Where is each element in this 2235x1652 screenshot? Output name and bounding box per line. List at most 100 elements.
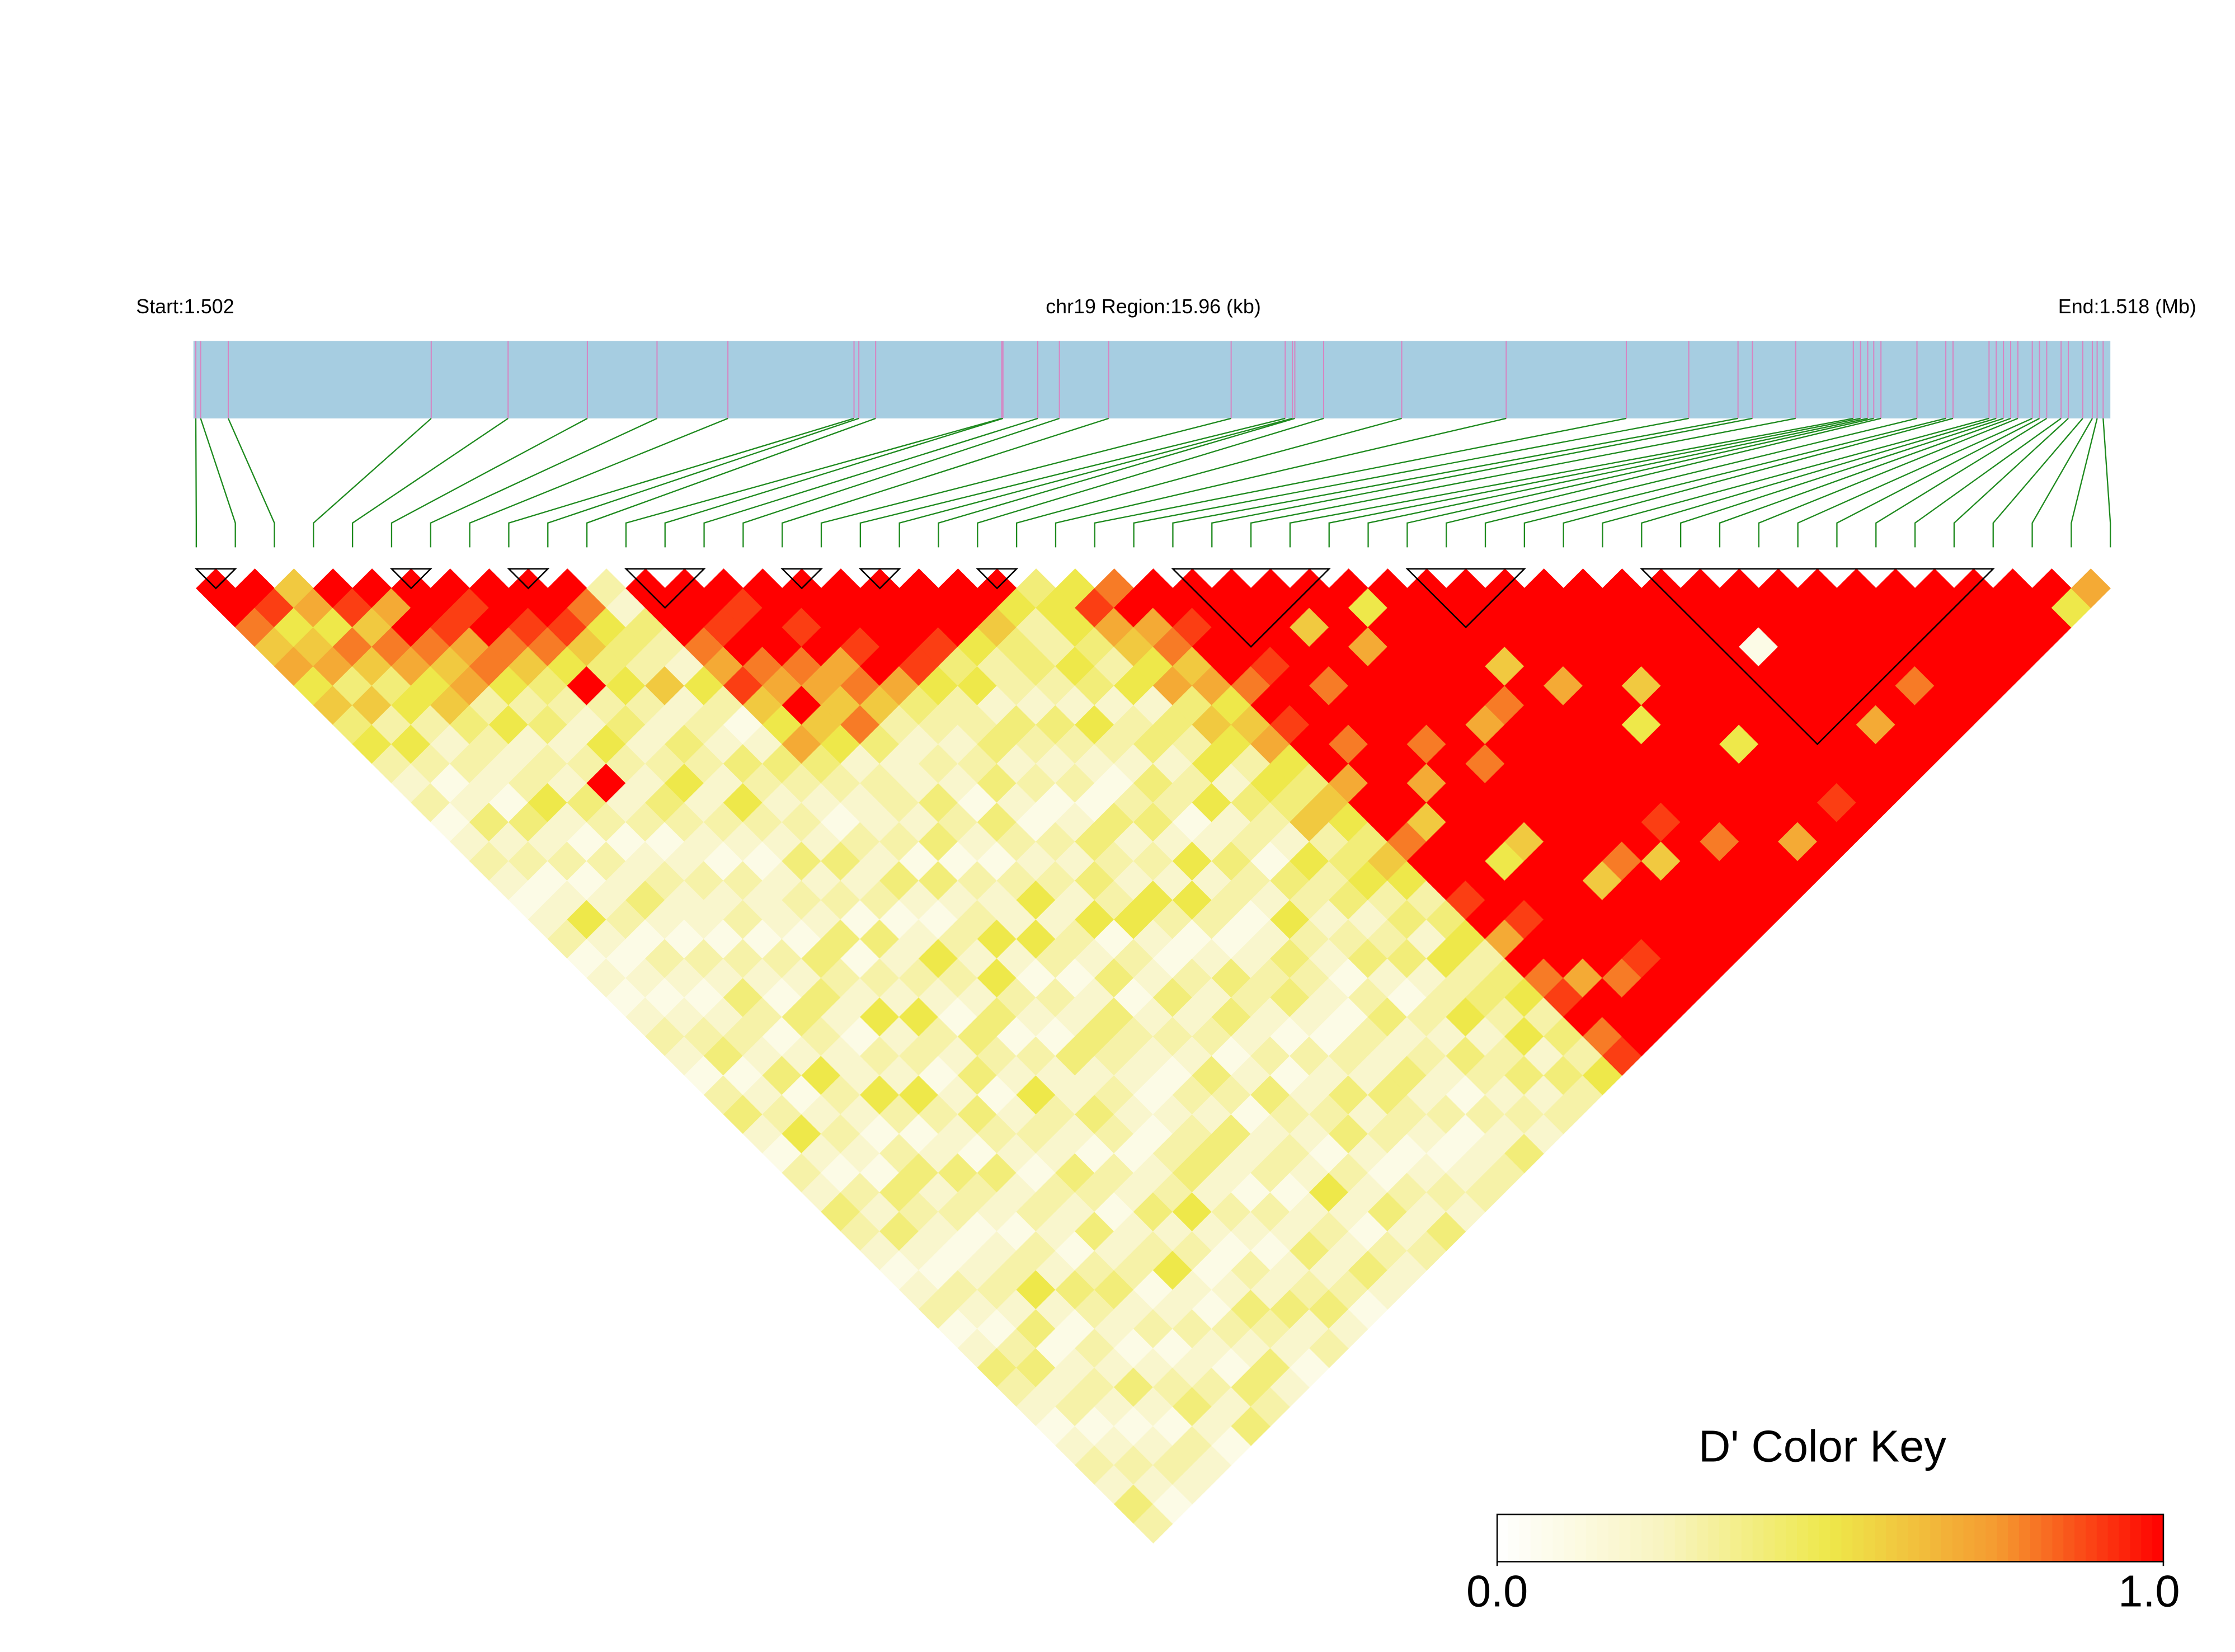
- snp-connector: [664, 417, 1004, 548]
- color-key-cell: [2086, 1514, 2097, 1562]
- snp-connector: [1484, 417, 1917, 548]
- snp-connector: [898, 417, 1293, 548]
- snp-connector: [2071, 418, 2098, 548]
- region-bar: [193, 341, 2111, 418]
- snp-connector: [1211, 417, 1753, 548]
- snp-connector: [977, 417, 1324, 548]
- color-key-cell: [1897, 1514, 1909, 1562]
- snp-connector: [1172, 417, 1738, 548]
- snp-connector: [1563, 417, 1954, 548]
- snp-connector: [1719, 417, 2011, 548]
- color-key-cell: [1941, 1514, 1953, 1562]
- color-key-cell: [1519, 1514, 1531, 1562]
- color-key-cell: [1919, 1514, 1931, 1562]
- snp-connector: [1992, 418, 2083, 548]
- color-key-cell: [1663, 1514, 1676, 1562]
- color-key-cell: [1852, 1514, 1864, 1562]
- color-key-cell: [1674, 1514, 1687, 1562]
- color-key-cell: [1930, 1514, 1942, 1562]
- snp-connector: [1250, 417, 1796, 548]
- snp-connector: [1328, 417, 1861, 548]
- legend-title: D' Color Key: [1698, 1422, 1946, 1471]
- color-key-cell: [1641, 1514, 1653, 1562]
- color-key-label: 0.0: [1466, 1566, 1528, 1616]
- color-key-cell: [2119, 1514, 2131, 1562]
- snp-connector: [227, 418, 275, 548]
- snp-connector: [1094, 417, 1627, 548]
- snp-connector: [1797, 417, 2033, 548]
- color-key-cell: [1797, 1514, 1809, 1562]
- color-key-cell: [1652, 1514, 1664, 1562]
- snp-connector: [1641, 417, 1997, 548]
- ld-block: [1405, 568, 1526, 629]
- color-key-cell: [1585, 1514, 1598, 1562]
- color-key-cell: [1619, 1514, 1631, 1562]
- color-key-cell: [1730, 1514, 1742, 1562]
- snp-connector: [1875, 417, 2048, 548]
- snp-connector: [1602, 417, 1989, 548]
- snp-connector: [200, 418, 236, 548]
- snp-connector: [1914, 417, 2062, 548]
- snp-connector: [2102, 418, 2111, 548]
- color-key-cell: [1830, 1514, 1842, 1562]
- snp-connector: [508, 417, 854, 548]
- color-key-cell: [1885, 1514, 1898, 1562]
- color-key-cell: [1597, 1514, 1609, 1562]
- color-key-cell: [1686, 1514, 1698, 1562]
- snp-connector: [859, 417, 1286, 548]
- color-key-cell: [1564, 1514, 1575, 1562]
- color-key-cell: [1985, 1514, 1998, 1562]
- snp-connector: [1289, 417, 1853, 548]
- snp-connector: [469, 417, 728, 548]
- color-key-cell: [2030, 1514, 2042, 1562]
- color-key-cell: [1530, 1514, 1542, 1562]
- color-key-cell: [1864, 1514, 1875, 1562]
- color-key-cell: [2096, 1514, 2109, 1562]
- color-key-cell: [2130, 1514, 2142, 1562]
- color-key-cell: [1541, 1514, 1554, 1562]
- snp-connector: [430, 417, 657, 548]
- snp-connector: [1523, 417, 1946, 548]
- snp-connector: [782, 417, 1109, 548]
- ld-cell: [2071, 568, 2111, 609]
- color-key-cell: [1608, 1514, 1620, 1562]
- ld-block: [1640, 568, 1995, 746]
- color-key-cell: [2141, 1514, 2153, 1562]
- color-key-cell: [1575, 1514, 1587, 1562]
- snp-connector: [1367, 417, 1868, 548]
- color-key-cell: [1952, 1514, 1964, 1562]
- snp-connector: [1758, 417, 2018, 548]
- snp-connector: [1406, 417, 1874, 548]
- color-key-cell: [2018, 1514, 2031, 1562]
- color-key-cell: [1786, 1514, 1798, 1562]
- color-key-cell: [1997, 1514, 2008, 1562]
- snp-connector: [313, 418, 432, 548]
- snp-connector: [625, 417, 1002, 548]
- snp-connector: [351, 417, 509, 548]
- color-key-cell: [2074, 1514, 2086, 1562]
- color-key-cell: [1752, 1514, 1765, 1562]
- ld-block: [1171, 568, 1331, 648]
- snp-connector: [820, 417, 1231, 548]
- color-key-cell: [1763, 1514, 1776, 1562]
- color-key-cell: [1708, 1514, 1720, 1562]
- region-label: chr19 Region:15.96 (kb): [1046, 295, 1261, 318]
- color-key-cell: [1630, 1514, 1642, 1562]
- color-key-cell: [1874, 1514, 1886, 1562]
- ld-block: [858, 568, 901, 590]
- color-key-cell: [1497, 1514, 1509, 1562]
- snp-connector: [547, 417, 859, 548]
- color-key-cell: [2041, 1514, 2053, 1562]
- color-key-cell: [1741, 1514, 1753, 1562]
- snp-connector: [1836, 417, 2040, 548]
- snp-connector: [1055, 417, 1507, 548]
- color-key-cell: [1974, 1514, 1987, 1562]
- color-key-cell: [1841, 1514, 1853, 1562]
- snp-connector: [1679, 417, 2004, 548]
- color-key-cell: [2063, 1514, 2075, 1562]
- end-label: End:1.518 (Mb): [2058, 295, 2196, 318]
- color-key-cell: [2152, 1514, 2164, 1562]
- color-key-cell: [1552, 1514, 1564, 1562]
- ld-block: [389, 568, 432, 590]
